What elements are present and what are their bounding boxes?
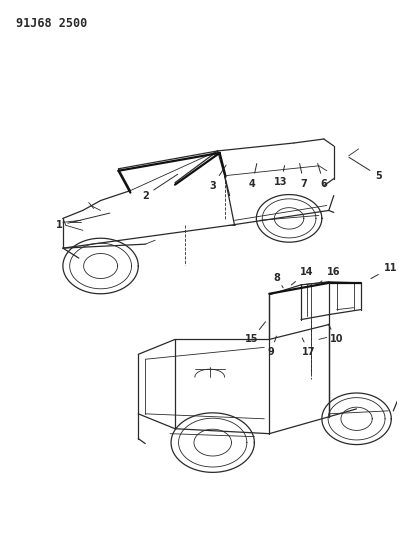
Text: 6: 6	[318, 164, 327, 189]
Text: 91J68 2500: 91J68 2500	[16, 17, 87, 30]
Text: 5: 5	[349, 157, 382, 181]
Text: 3: 3	[209, 165, 226, 191]
Text: 9: 9	[268, 336, 277, 357]
Text: 13: 13	[275, 166, 288, 187]
Text: 16: 16	[319, 267, 340, 283]
Text: 11: 11	[371, 263, 397, 279]
Text: 1: 1	[55, 213, 110, 230]
Text: 7: 7	[300, 164, 307, 189]
Text: 10: 10	[328, 324, 344, 344]
Text: 17: 17	[302, 338, 316, 357]
Text: 8: 8	[274, 273, 283, 288]
Text: 15: 15	[245, 322, 266, 344]
Text: 2: 2	[142, 174, 178, 200]
Text: 14: 14	[291, 267, 314, 285]
Text: 4: 4	[249, 164, 257, 189]
